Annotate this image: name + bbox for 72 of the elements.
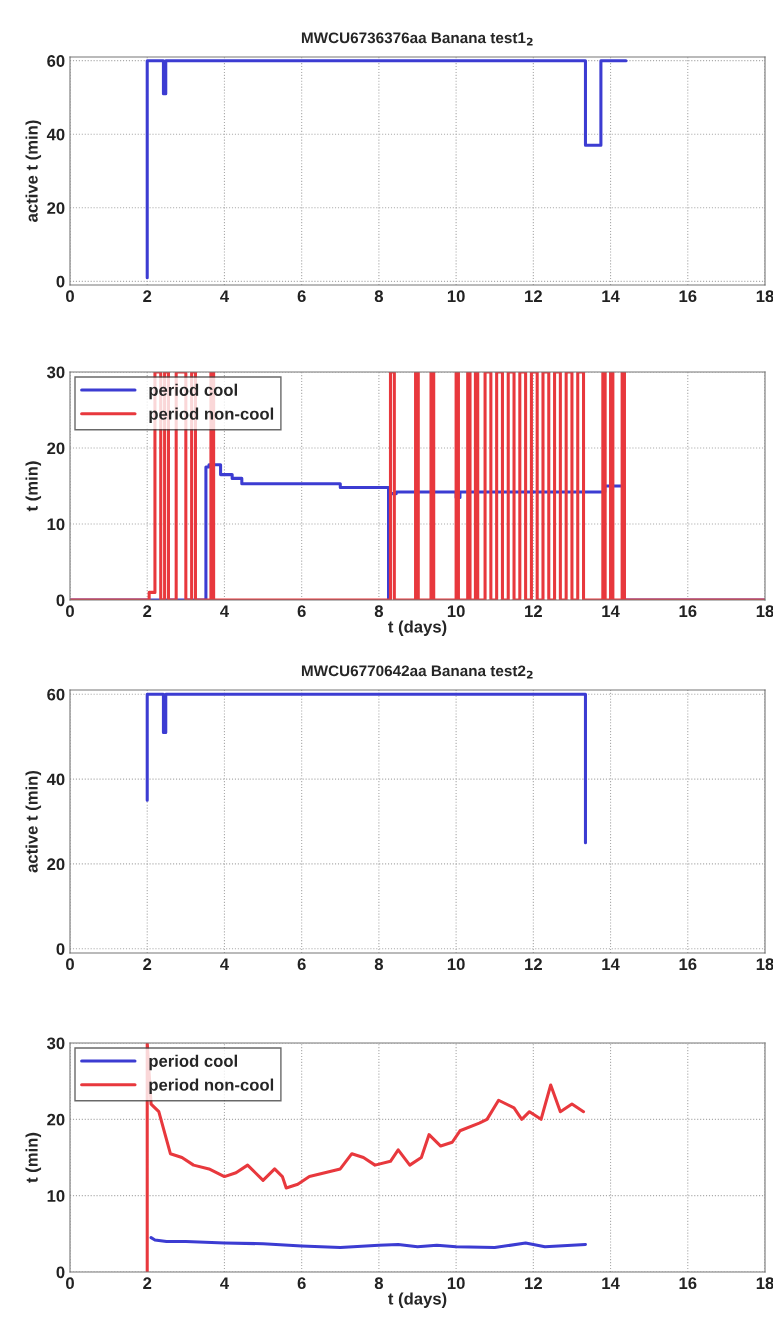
x-tick-label: 4	[220, 958, 229, 970]
x-tick-label: 10	[447, 1277, 465, 1290]
x-tick-label: 6	[297, 605, 306, 618]
y-tick-label: 40	[46, 773, 65, 786]
line-series	[145, 1043, 586, 1272]
x-tick-label: 16	[679, 958, 697, 971]
y-tick-label: 20	[47, 442, 65, 455]
y-tick-label: 60	[47, 55, 65, 67]
x-tick-label: 14	[602, 605, 620, 617]
x-tick-label: 2	[143, 290, 152, 302]
x-tick-label: 14	[602, 290, 620, 302]
y-tick-label: 0	[56, 1266, 65, 1279]
x-tick-label: 0	[66, 958, 74, 971]
x-tick-label: 8	[374, 958, 384, 971]
x-tick-label: 6	[297, 290, 306, 303]
x-tick-label: 18	[756, 958, 773, 971]
y-tick-label: 60	[47, 688, 65, 701]
x-tick-label: 8	[374, 605, 384, 618]
y-tick-label: 30	[46, 1037, 65, 1050]
y-tick-label: 40	[46, 128, 65, 141]
x-tick-label: 6	[297, 958, 306, 971]
x-tick-label: 0	[66, 1277, 74, 1290]
x-tick-label: 18	[756, 605, 773, 618]
line-series	[149, 1236, 587, 1250]
y-axis-title: active t (min)	[25, 770, 42, 873]
x-tick-label: 6	[297, 1277, 306, 1290]
x-tick-label: 16	[679, 290, 697, 303]
y-tick-label: 10	[47, 518, 65, 531]
x-tick-label: 8	[374, 1277, 384, 1290]
y-tick-label: 20	[47, 1113, 65, 1126]
y-tick-label: 20	[47, 858, 65, 871]
x-tick-label: 10	[447, 958, 465, 971]
y-tick-label: 20	[47, 202, 65, 214]
chart-title: MWCU6736376aa Banana test1$_{2}$	[301, 32, 533, 46]
x-tick-label: 18	[756, 1277, 773, 1290]
x-tick-label: 16	[679, 1277, 697, 1290]
line-series	[145, 692, 587, 845]
x-tick-label: 12	[525, 605, 542, 617]
y-tick-label: 10	[47, 1190, 65, 1202]
x-tick-label: 8	[374, 290, 384, 303]
legend-label: period cool	[149, 1054, 237, 1071]
x-axis-title: t (days)	[388, 1292, 447, 1308]
y-axis-title: t (min)	[25, 1132, 42, 1183]
x-tick-label: 2	[143, 605, 152, 617]
x-tick-label: 12	[525, 1277, 542, 1289]
y-axis-title: t (min)	[25, 461, 42, 512]
x-tick-label: 10	[447, 605, 465, 618]
x-tick-label: 4	[220, 605, 229, 617]
y-tick-label: 0	[56, 943, 65, 955]
y-tick-label: 0	[56, 594, 65, 607]
x-tick-label: 18	[756, 290, 773, 303]
x-tick-label: 14	[602, 1277, 620, 1289]
x-tick-label: 4	[220, 290, 229, 302]
x-tick-label: 0	[66, 605, 74, 618]
x-axis-title: t (days)	[388, 620, 447, 636]
x-tick-label: 14	[602, 958, 620, 970]
legend-label: period non-cool	[149, 1078, 274, 1095]
chart-title: MWCU6770642aa Banana test2$_{2}$	[301, 665, 533, 679]
y-tick-label: 0	[56, 275, 65, 288]
x-tick-label: 16	[679, 605, 697, 618]
legend-label: period cool	[149, 383, 237, 400]
y-tick-label: 30	[46, 366, 65, 379]
x-tick-label: 12	[525, 958, 542, 970]
x-tick-label: 12	[525, 290, 542, 302]
legend-label: period non-cool	[149, 407, 274, 424]
x-tick-label: 0	[66, 290, 74, 303]
x-tick-label: 2	[143, 958, 152, 970]
x-tick-label: 4	[220, 1277, 229, 1289]
y-axis-title: active t (min)	[25, 120, 42, 222]
x-tick-label: 2	[143, 1277, 152, 1289]
x-tick-label: 10	[447, 290, 465, 303]
line-series	[145, 59, 628, 280]
